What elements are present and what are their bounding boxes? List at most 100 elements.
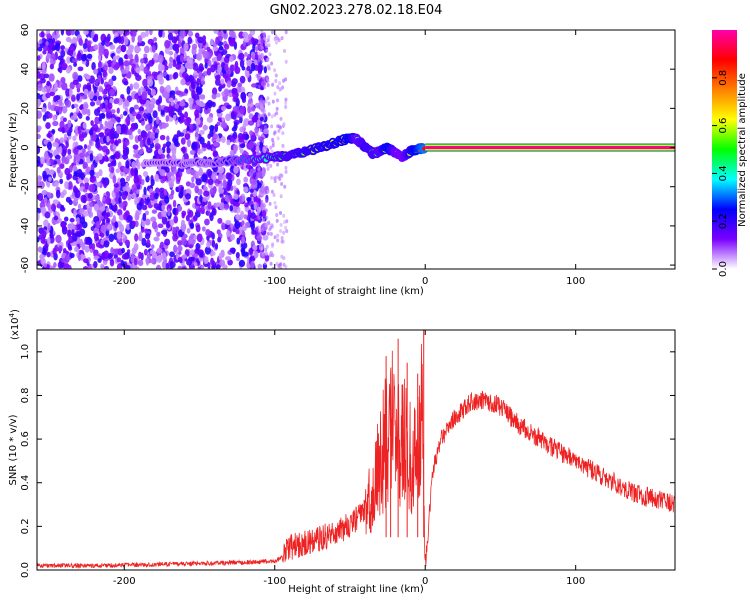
spectrogram-cell [277, 264, 281, 269]
spectrogram-cell [44, 197, 48, 204]
spectrogram-cell [226, 183, 231, 190]
spectrogram-cell [220, 78, 225, 85]
spectrogram-cell [175, 173, 182, 183]
snr-y-ticks: 0.0 0.2 0.4 0.6 0.8 1.0 [20, 344, 675, 578]
spectrogram-cell [132, 30, 137, 37]
spectrogram-cell [258, 208, 262, 213]
spectrogram-cell [161, 210, 168, 218]
spectrogram-cell [59, 178, 64, 185]
colorbar-tick-label: 0.0 [718, 261, 729, 277]
spectrogram-cell [285, 219, 289, 224]
spectrogram-cell [201, 226, 206, 232]
spectrogram-cell [257, 104, 261, 109]
spectrogram-cell [57, 217, 62, 223]
spectrogram-cell [112, 59, 117, 65]
spectrogram-cell [260, 246, 264, 251]
spectrogram-cell [107, 224, 112, 230]
spectrogram-cell [276, 98, 280, 103]
spectrogram-cell [202, 50, 209, 59]
spectrogram-cell [262, 32, 266, 37]
spectrogram-cell [217, 53, 222, 61]
spectrogram-cell [41, 230, 47, 238]
spectrogram-cell [103, 180, 108, 189]
spectrogram-cell [91, 61, 96, 71]
spectrogram-cell [116, 208, 123, 216]
spectrogram-cell [159, 85, 165, 94]
spectrogram-cell [126, 129, 133, 136]
spectrogram-cell [201, 197, 208, 203]
spectrogram-cell [203, 190, 210, 197]
spectrogram-cell [135, 153, 141, 159]
spectrogram-cell [86, 207, 92, 213]
spectrogram-y-tick-label: 0 [20, 144, 31, 150]
spectrogram-cell [110, 166, 115, 174]
spectrogram-cell [214, 133, 218, 140]
spectrogram-cell [61, 204, 65, 211]
spectrogram-cell [280, 182, 284, 187]
spectrogram-cell [229, 149, 235, 157]
colorbar-gradient [712, 30, 737, 269]
spectrogram-cell [89, 169, 95, 177]
spectrogram-cell [221, 222, 226, 231]
spectrogram-cell [151, 220, 158, 230]
spectrogram-cell [166, 74, 170, 81]
spectrogram-cell [52, 115, 57, 122]
spectrogram-cell [231, 78, 238, 85]
spectrogram-cell [282, 213, 286, 218]
spectrogram-cell [72, 165, 78, 173]
spectrogram-cell [181, 266, 187, 269]
spectrogram-cell [159, 241, 165, 250]
spectrogram-cell [116, 107, 120, 114]
spectrogram-cell [64, 47, 68, 53]
spectrogram-cell [261, 251, 265, 256]
spectrogram-cell [99, 123, 104, 130]
spectrogram-cell [114, 32, 119, 37]
spectrogram-cell [165, 221, 171, 229]
spectrogram-cell [187, 36, 193, 45]
spectrogram-cell [237, 82, 243, 88]
spectrogram-cell [258, 53, 262, 58]
spectrogram-cell [82, 148, 86, 154]
spectrogram-cell [140, 31, 147, 39]
spectrogram-cell [277, 128, 281, 133]
spectrogram-y-label: Frequency (Hz) [8, 112, 19, 188]
spectrogram-cell [177, 116, 182, 122]
spectrogram-cell [53, 215, 59, 221]
spectrogram-cell [37, 93, 41, 100]
spectrogram-cell [49, 58, 54, 64]
spectrogram-cell [199, 148, 204, 154]
spectrogram-cell [199, 252, 204, 258]
spectrogram-cell [282, 122, 286, 127]
spectrogram-cell [212, 150, 219, 158]
spectrogram-cell [275, 111, 279, 116]
spectrogram-cell [233, 166, 239, 174]
spectrogram-cell [253, 250, 259, 259]
spectrogram-cell [257, 44, 261, 49]
snr-y-tick-label: 1.0 [20, 344, 31, 360]
snr-x-tick-label: 100 [566, 576, 585, 587]
spectrogram-cell [209, 124, 215, 131]
spectrogram-cell [241, 98, 246, 103]
spectrogram-cell [76, 145, 83, 150]
spectrogram-cell [284, 59, 288, 64]
spectrogram-cell [244, 52, 248, 57]
spectrogram-cell [152, 110, 158, 119]
spectrogram-cell [206, 46, 211, 52]
spectrogram-cell [275, 212, 279, 217]
spectrogram-cell [106, 33, 111, 42]
spectrogram-cell [55, 30, 60, 35]
spectrogram-cell [218, 45, 224, 51]
spectrogram-cell [156, 247, 163, 254]
spectrogram-cell [101, 264, 105, 269]
colorbar-tick-label: 0.8 [718, 70, 729, 86]
spectrogram-cell [172, 226, 177, 235]
spectrogram-cell [131, 220, 136, 226]
spectrogram-cell [37, 155, 41, 164]
spectrogram-cell [120, 259, 125, 267]
spectrogram-cell [154, 132, 159, 139]
spectrogram-cell [279, 222, 283, 227]
spectrogram-cell [257, 135, 261, 140]
spectrogram-y-ticks: -60 -40 -20 0 20 40 60 [20, 24, 675, 273]
spectrogram-cell [233, 206, 238, 214]
spectrogram-cell [100, 224, 107, 234]
